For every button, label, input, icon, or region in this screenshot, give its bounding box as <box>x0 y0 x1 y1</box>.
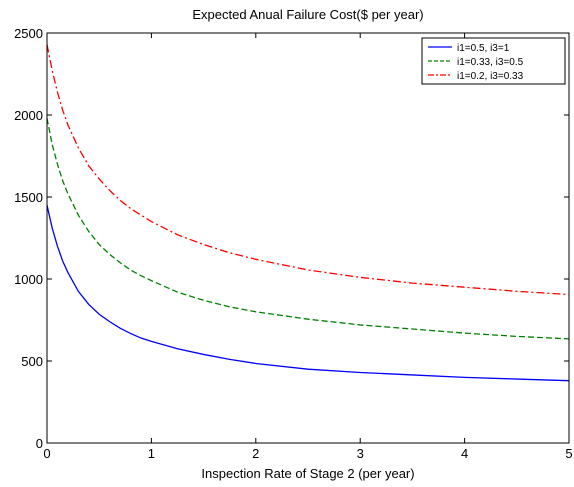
legend: i1=0.5, i3=1 i1=0.33, i3=0.5 i1=0.2, i3=0.… <box>421 37 566 85</box>
y-tick-label: 2000 <box>14 108 43 123</box>
axis-ticks <box>46 32 570 444</box>
y-tick-label: 500 <box>21 354 43 369</box>
series-line-2 <box>46 118 570 340</box>
x-tick-label: 0 <box>43 446 50 461</box>
x-tick-label: 5 <box>565 446 572 461</box>
axis-tick-labels: 0 1 2 3 4 5 0 500 1000 1500 2000 2500 <box>14 26 573 461</box>
legend-label-1: i1=0.5, i3=1 <box>457 43 510 54</box>
plot-frame <box>46 32 570 444</box>
series-line-3 <box>46 44 570 296</box>
x-axis-label: Inspection Rate of Stage 2 (per year) <box>201 466 414 481</box>
legend-box <box>421 37 566 85</box>
chart-title: Expected Anual Failure Cost($ per year) <box>192 7 423 22</box>
x-tick-label: 4 <box>461 446 468 461</box>
x-tick-label: 1 <box>148 446 155 461</box>
legend-label-3: i1=0.2, i3=0.33 <box>457 71 524 82</box>
x-tick-label: 3 <box>357 446 364 461</box>
y-tick-label: 2500 <box>14 26 43 41</box>
y-tick-label: 0 <box>36 436 43 451</box>
legend-label-2: i1=0.33, i3=0.5 <box>457 57 524 68</box>
y-tick-label: 1000 <box>14 272 43 287</box>
x-tick-label: 2 <box>252 446 259 461</box>
plot-lines <box>46 44 570 382</box>
y-tick-label: 1500 <box>14 190 43 205</box>
series-line-1 <box>46 205 570 382</box>
